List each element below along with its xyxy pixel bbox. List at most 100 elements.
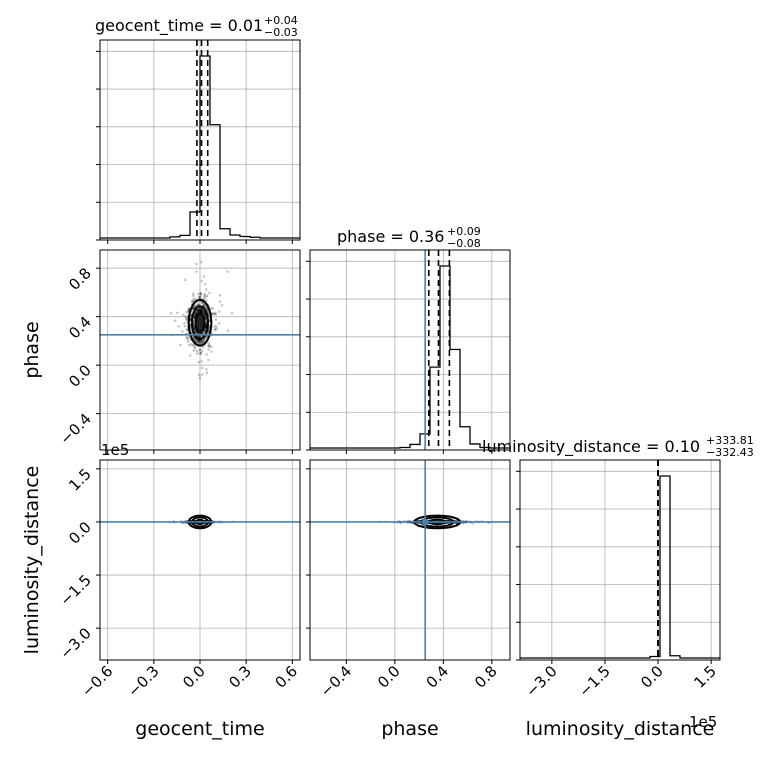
sample-point [201, 345, 205, 349]
sample-point [186, 328, 189, 331]
sample-point [204, 316, 208, 320]
sample-point [198, 295, 202, 299]
sample-point [201, 302, 204, 305]
sample-point [200, 309, 203, 313]
sample-point [199, 309, 202, 313]
sample-point [198, 335, 202, 339]
sample-point [207, 348, 211, 351]
sample-point [194, 331, 198, 335]
xtick-label-geocent_time: −0.6 [78, 662, 116, 700]
sample-point [204, 325, 207, 329]
sample-point [205, 368, 208, 371]
sample-point [218, 294, 222, 297]
sample-point [187, 307, 191, 310]
sample-point [185, 328, 189, 331]
sample-point [215, 327, 218, 330]
sample-point [209, 307, 213, 311]
sample-point [179, 343, 182, 347]
sample-point [192, 320, 195, 324]
xlabel-geocent-time: geocent_time [135, 718, 264, 740]
sample-point [204, 315, 208, 319]
sample-point [186, 340, 190, 343]
sample-point [193, 337, 196, 341]
xtick-label-luminosity_distance: −1.5 [575, 662, 613, 700]
sample-point [204, 304, 207, 308]
ytick-label-phase: 0.4 [65, 313, 95, 343]
sample-point [193, 346, 197, 350]
sample-point [207, 345, 210, 349]
sample-point [201, 339, 204, 343]
sample-point [198, 309, 202, 313]
sample-point [205, 288, 208, 291]
offset-label-y: 1e5 [101, 441, 129, 459]
sample-point [189, 343, 193, 346]
panel-bg [310, 460, 510, 660]
sample-point [213, 311, 217, 315]
sample-point [204, 317, 208, 320]
title-phase: phase = 0.36 [337, 227, 444, 246]
sample-point [211, 306, 214, 310]
sample-point [200, 310, 204, 313]
sample-point [204, 325, 208, 329]
sample-point [193, 313, 196, 317]
sample-point [194, 312, 198, 316]
sample-point [193, 327, 196, 330]
sample-point [194, 338, 197, 342]
sample-point [199, 352, 202, 355]
xtick-label-phase: 0.4 [423, 662, 453, 692]
panel-phase-phase [306, 249, 511, 454]
sample-point [192, 321, 196, 325]
ytick-label-luminosity_distance: 0.0 [65, 518, 95, 548]
ytick-label-luminosity_distance: −3.0 [56, 624, 94, 662]
sample-point [196, 309, 199, 313]
sample-point [183, 324, 187, 328]
sample-point [198, 376, 202, 380]
title-phase-plus: +0.09 [447, 225, 481, 238]
sample-point [197, 335, 201, 339]
sample-point [199, 351, 202, 354]
sample-point [193, 330, 197, 334]
sample-point [185, 310, 189, 314]
sample-point [217, 322, 221, 325]
sample-point [183, 278, 187, 282]
panel-frame [519, 459, 721, 661]
contour-level [194, 313, 206, 333]
sample-point [198, 335, 202, 339]
sample-point [196, 311, 200, 315]
sample-point [200, 373, 204, 376]
xtick-label-geocent_time: −0.3 [124, 662, 162, 700]
sample-point [182, 313, 185, 317]
ytick-label-phase: 0.8 [65, 264, 95, 294]
sample-point [173, 319, 177, 323]
sample-point [203, 313, 207, 317]
sample-point [196, 331, 200, 335]
sample-point [177, 324, 181, 328]
panel-frame [99, 459, 301, 661]
sample-point [197, 303, 201, 307]
sample-point [196, 341, 199, 344]
ytick-label-phase: 0.0 [65, 361, 95, 391]
sample-point [199, 309, 203, 312]
sample-point [200, 331, 203, 335]
sample-point [191, 292, 195, 296]
sample-point [202, 312, 206, 315]
sample-point [193, 313, 197, 317]
sample-point [201, 312, 205, 315]
panel-frame [309, 459, 511, 661]
sample-point [202, 275, 206, 278]
sample-point [205, 307, 209, 311]
sample-point [200, 341, 203, 345]
sample-point [197, 295, 201, 299]
sample-point [199, 308, 202, 311]
sample-point [192, 324, 196, 328]
sample-point [193, 305, 196, 309]
sample-point [204, 295, 207, 298]
sample-point [192, 306, 195, 310]
sample-point [187, 343, 191, 347]
sample-point [214, 324, 218, 328]
sample-point [202, 339, 206, 342]
contour-level [187, 298, 213, 347]
xtick-label-luminosity_distance: 0.0 [637, 662, 667, 692]
sample-point [203, 296, 206, 300]
sample-point [190, 300, 194, 304]
